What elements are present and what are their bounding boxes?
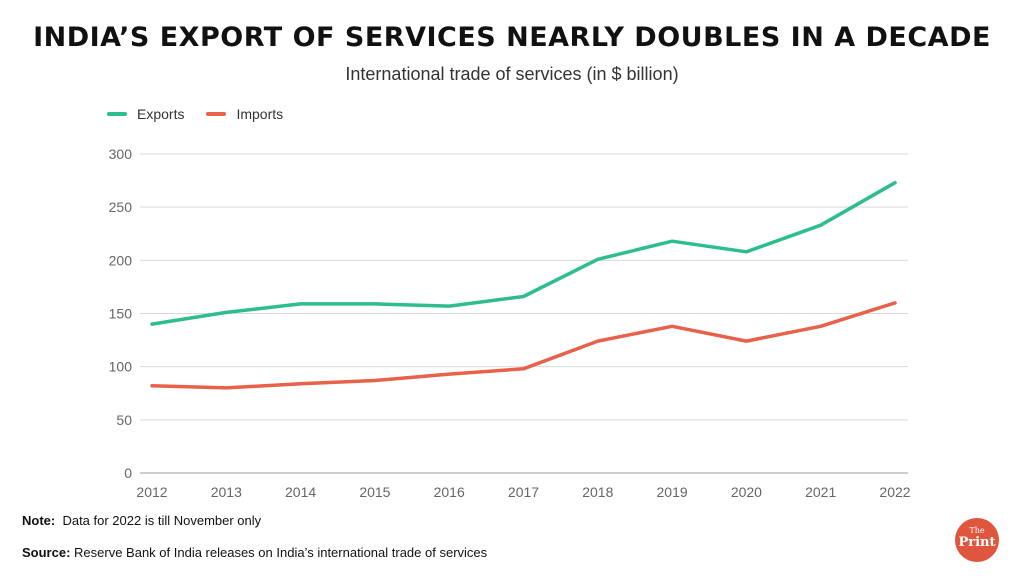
x-tick-label: 2012 xyxy=(136,484,167,500)
legend-swatch-exports xyxy=(107,112,127,116)
legend-item-exports: Exports xyxy=(107,106,184,122)
x-tick-label: 2015 xyxy=(359,484,390,500)
note-text: Data for 2022 is till November only xyxy=(62,513,262,528)
x-tick-label: 2016 xyxy=(434,484,465,500)
x-tick-label: 2017 xyxy=(508,484,539,500)
legend-swatch-imports xyxy=(206,112,227,116)
series-line-exports xyxy=(150,180,897,326)
x-tick-label: 2021 xyxy=(805,484,836,500)
source-text: Reserve Bank of India releases on India’… xyxy=(74,545,488,560)
x-tick-label: 2013 xyxy=(211,484,242,500)
legend-item-imports: Imports xyxy=(206,106,283,122)
y-tick-label: 200 xyxy=(109,252,133,268)
x-tick-label: 2014 xyxy=(285,484,316,500)
y-tick-label: 300 xyxy=(109,146,133,162)
logo-the: The xyxy=(969,526,985,535)
chart-subtitle: International trade of services (in $ bi… xyxy=(345,64,679,84)
note-label: Note: xyxy=(22,513,56,528)
legend: Exports Imports xyxy=(107,106,283,122)
y-tick-label: 0 xyxy=(124,465,132,481)
y-tick-label: 100 xyxy=(109,359,133,375)
x-tick-label: 2020 xyxy=(731,484,762,500)
chart-title: INDIA’S EXPORT OF SERVICES NEARLY DOUBLE… xyxy=(33,22,991,53)
series-line-imports xyxy=(150,301,897,390)
logo-print: Print xyxy=(958,535,996,550)
x-tick-label: 2019 xyxy=(657,484,688,500)
y-tick-label: 150 xyxy=(109,306,133,322)
y-tick-label: 250 xyxy=(109,199,133,215)
source: Source: Reserve Bank of India releases o… xyxy=(22,545,487,560)
source-label: Source: xyxy=(22,545,71,560)
x-tick-label: 2018 xyxy=(582,484,613,500)
line-chart: 0 50 100 150 200 250 300 2012 2013 2014 2015 2016 20… xyxy=(109,146,911,500)
y-tick-label: 50 xyxy=(116,412,132,428)
note: Note: Data for 2022 is till November onl… xyxy=(22,513,261,528)
theprint-logo: The Print xyxy=(955,518,999,562)
legend-label-imports: Imports xyxy=(236,106,284,122)
legend-label-exports: Exports xyxy=(137,106,185,122)
x-tick-label: 2022 xyxy=(879,484,910,500)
